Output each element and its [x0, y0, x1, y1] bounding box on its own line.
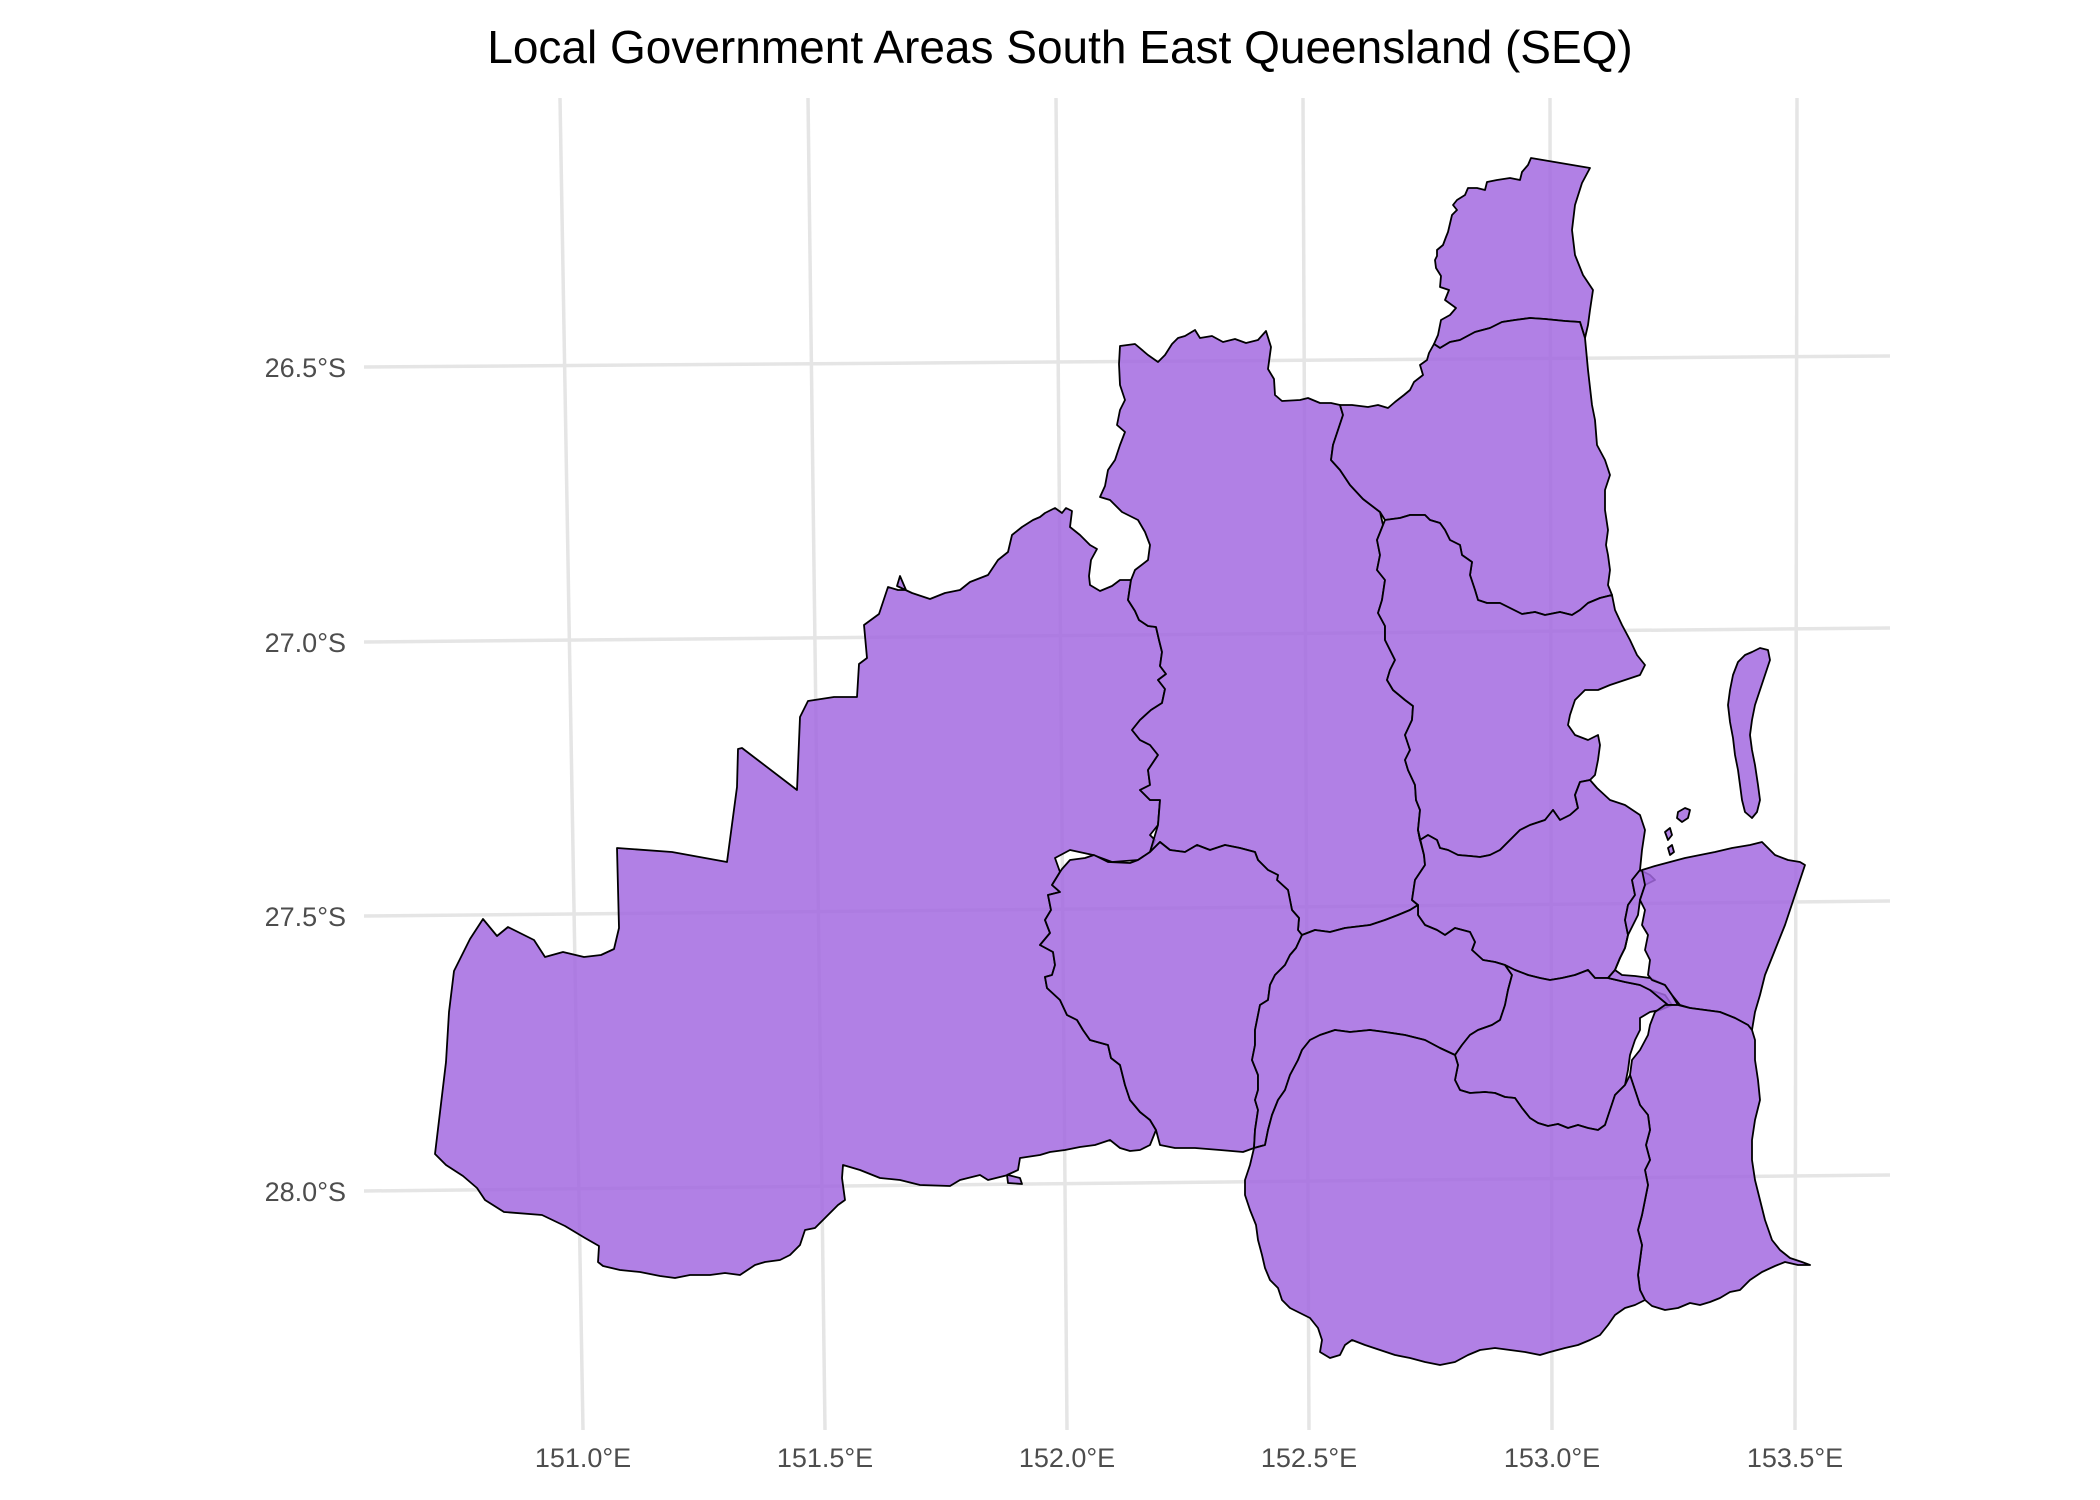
- lga-redland-stradbroke: [1639, 841, 1806, 1031]
- lga-gold-coast: [1629, 1004, 1811, 1311]
- x-tick-label: 152.0°E: [1019, 1443, 1115, 1473]
- lga-islet-2: [1664, 827, 1673, 841]
- y-axis-labels: 26.5°S 27.0°S 27.5°S 28.0°S: [265, 353, 346, 1207]
- y-tick-label: 26.5°S: [265, 353, 346, 383]
- x-tick-label: 153.0°E: [1504, 1443, 1600, 1473]
- x-tick-label: 151.5°E: [777, 1443, 873, 1473]
- lga-islet-3: [1667, 844, 1675, 856]
- y-tick-label: 27.0°S: [265, 628, 346, 658]
- lga-islet-1: [1676, 807, 1691, 823]
- lga-polygons: [434, 157, 1811, 1366]
- y-tick-label: 28.0°S: [265, 1177, 346, 1207]
- x-axis-labels: 151.0°E 151.5°E 152.0°E 152.5°E 153.0°E …: [535, 1443, 1843, 1473]
- lga-bribie-island: [1727, 647, 1771, 819]
- y-tick-label: 27.5°S: [265, 902, 346, 932]
- x-tick-label: 151.0°E: [535, 1443, 631, 1473]
- x-tick-label: 152.5°E: [1261, 1443, 1357, 1473]
- x-tick-label: 153.5°E: [1747, 1443, 1843, 1473]
- map-title: Local Government Areas South East Queens…: [487, 21, 1633, 73]
- graticule-lon-153-5: [1793, 97, 1799, 1431]
- lga-scenic-rim: [1244, 1029, 1651, 1366]
